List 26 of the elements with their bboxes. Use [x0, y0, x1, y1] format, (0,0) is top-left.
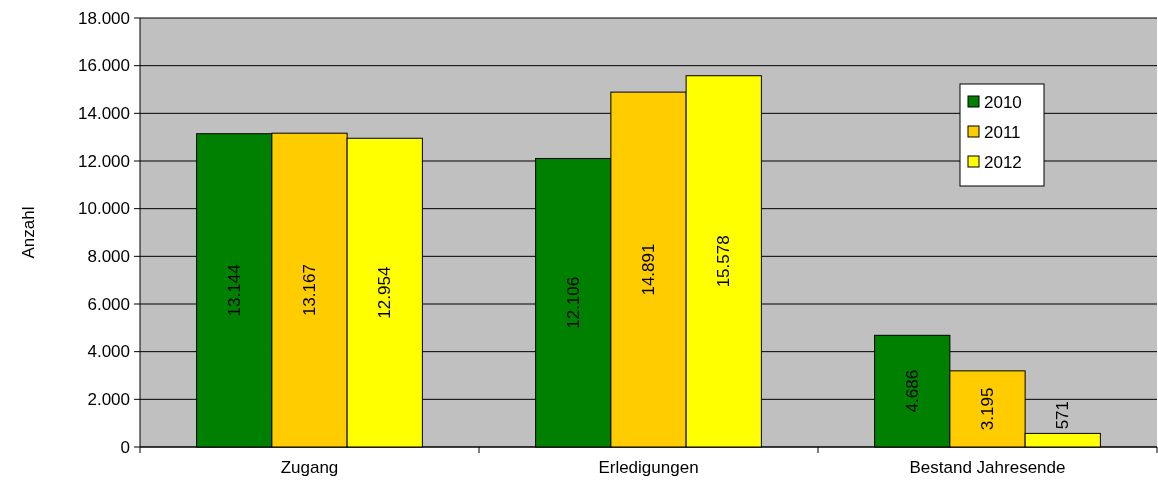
legend-label: 2012 [984, 152, 1022, 172]
data-label: 14.891 [639, 243, 658, 296]
data-label: 13.167 [300, 264, 319, 317]
x-tick-label: Zugang [280, 458, 339, 477]
data-label: 3.195 [978, 387, 997, 431]
legend-label: 2011 [984, 122, 1021, 142]
data-label: 4.686 [902, 369, 922, 413]
y-tick-label: 18.000 [78, 8, 130, 28]
y-tick-label: 10.000 [78, 199, 130, 219]
y-tick-label: 12.000 [78, 151, 130, 171]
y-tick-label: 6.000 [87, 294, 130, 314]
y-tick-label: 14.000 [78, 103, 130, 123]
data-label: 15.578 [714, 235, 734, 288]
data-label: 12.954 [375, 266, 395, 319]
y-tick-label: 0 [120, 437, 130, 457]
data-label: 12.106 [563, 276, 583, 329]
legend-label: 2010 [984, 92, 1022, 112]
y-axis-title: Anzahl [18, 206, 38, 259]
data-label: 571 [1053, 400, 1073, 430]
y-tick-label: 16.000 [78, 56, 130, 76]
x-tick-label: Bestand Jahresende [909, 458, 1066, 477]
y-tick-label: 2.000 [87, 389, 130, 409]
x-tick-label: Erledigungen [598, 458, 699, 477]
y-tick-label: 8.000 [87, 246, 130, 266]
y-tick-label: 4.000 [87, 342, 130, 362]
data-label: 13.144 [224, 264, 244, 317]
